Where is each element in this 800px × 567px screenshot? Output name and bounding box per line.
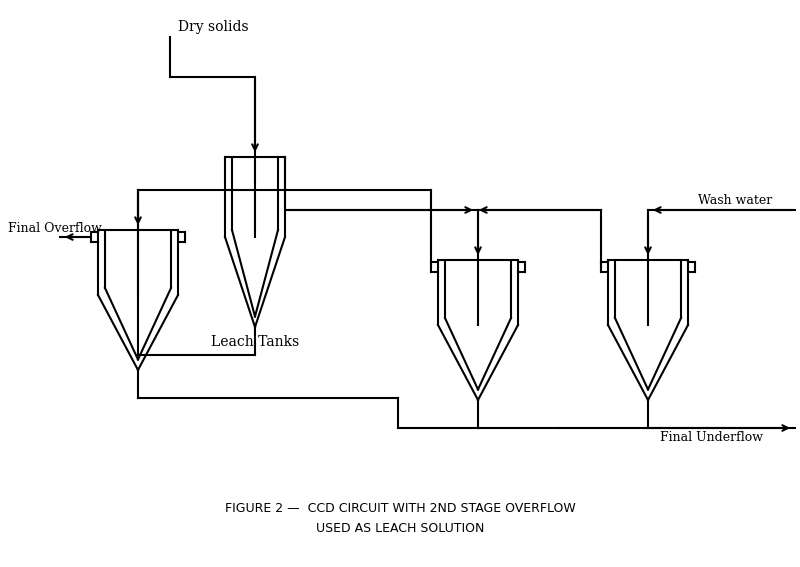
Text: Dry solids: Dry solids — [178, 20, 249, 34]
Text: USED AS LEACH SOLUTION: USED AS LEACH SOLUTION — [316, 523, 484, 535]
Text: Final Overflow: Final Overflow — [8, 222, 102, 235]
Text: Wash water: Wash water — [698, 194, 772, 207]
Text: Final Underflow: Final Underflow — [660, 431, 763, 444]
Text: FIGURE 2 —  CCD CIRCUIT WITH 2ND STAGE OVERFLOW: FIGURE 2 — CCD CIRCUIT WITH 2ND STAGE OV… — [225, 502, 575, 515]
Text: Leach Tanks: Leach Tanks — [211, 335, 299, 349]
